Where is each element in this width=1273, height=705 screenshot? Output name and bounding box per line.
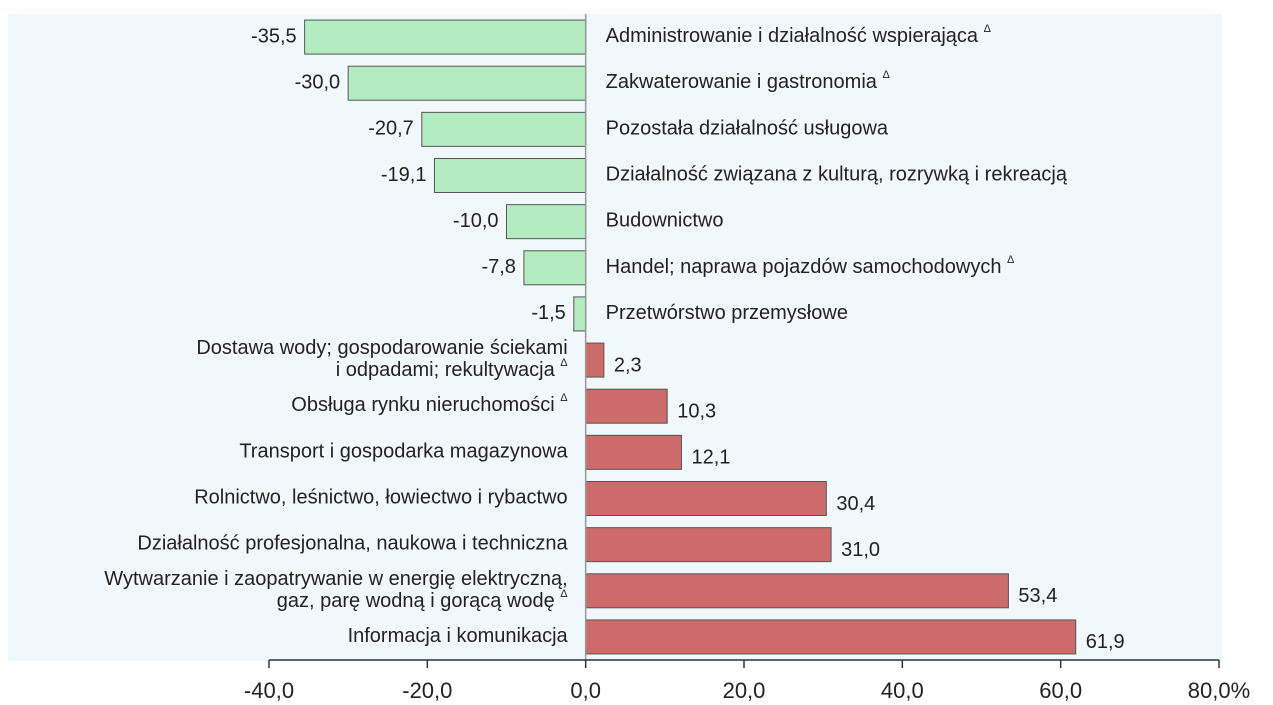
bar [433,158,587,193]
category-label: Zakwaterowanie i gastronomia Δ [606,69,891,93]
bar [506,204,587,240]
value-label: -30,0 [295,71,341,93]
category-label: Transport i gospodarka magazynowa [239,441,568,463]
bar [585,481,827,516]
category-label: Przetwórstwo przemysłowe [606,302,848,324]
bar [585,342,605,378]
category-label: Administrowanie i działalność wspierając… [606,23,992,47]
value-label: 61,9 [1086,631,1125,653]
bar [585,388,668,424]
value-label: -10,0 [453,210,499,232]
value-label: 53,4 [1018,585,1057,607]
category-label: Dostawa wody; gospodarowanie ściekami i o… [196,337,568,381]
x-tick-label: 40,0 [881,678,924,703]
category-label: Wytwarzanie i zaopatrywanie w energię el… [104,568,568,612]
value-label: 31,0 [841,539,880,561]
category-label: Budownictwo [606,210,724,232]
value-label: 12,1 [691,447,730,469]
bar [573,296,587,332]
plot-background [8,14,1222,661]
value-label: -35,5 [251,25,297,47]
bar [304,19,587,55]
category-label: Handel; naprawa pojazdów samochodowych Δ [606,254,1015,278]
value-label: -1,5 [531,302,565,324]
value-label: 10,3 [677,400,716,422]
x-tick-label: 60,0 [1039,678,1082,703]
value-label: -7,8 [481,256,515,278]
category-label: Informacja i komunikacja [348,625,569,647]
value-label: -20,7 [368,118,414,140]
bar [347,65,587,101]
category-label: Działalność profesjonalna, naukowa i tec… [137,533,568,555]
bar [421,111,587,147]
category-label: Pozostała działalność usługowa [606,118,889,140]
x-tick-label: 0,0 [570,678,601,703]
category-label: Działalność związana z kulturą, rozrywką… [606,164,1068,186]
x-tick-label: 80,0% [1188,678,1250,703]
bar [585,434,682,470]
bar [585,573,1009,609]
bar [585,527,832,563]
value-label: 2,3 [614,354,642,376]
value-label: 30,4 [836,493,875,515]
x-tick-label: -20,0 [402,678,452,703]
x-tick-label: -40,0 [244,678,294,703]
category-label: Obsługa rynku nieruchomości Δ [291,392,568,416]
category-label: Rolnictwo, leśnictwo, łowiectwo i rybact… [194,487,567,509]
bar [585,619,1077,655]
value-label: -19,1 [381,164,427,186]
x-tick-label: 20,0 [723,678,766,703]
bar [523,250,587,286]
